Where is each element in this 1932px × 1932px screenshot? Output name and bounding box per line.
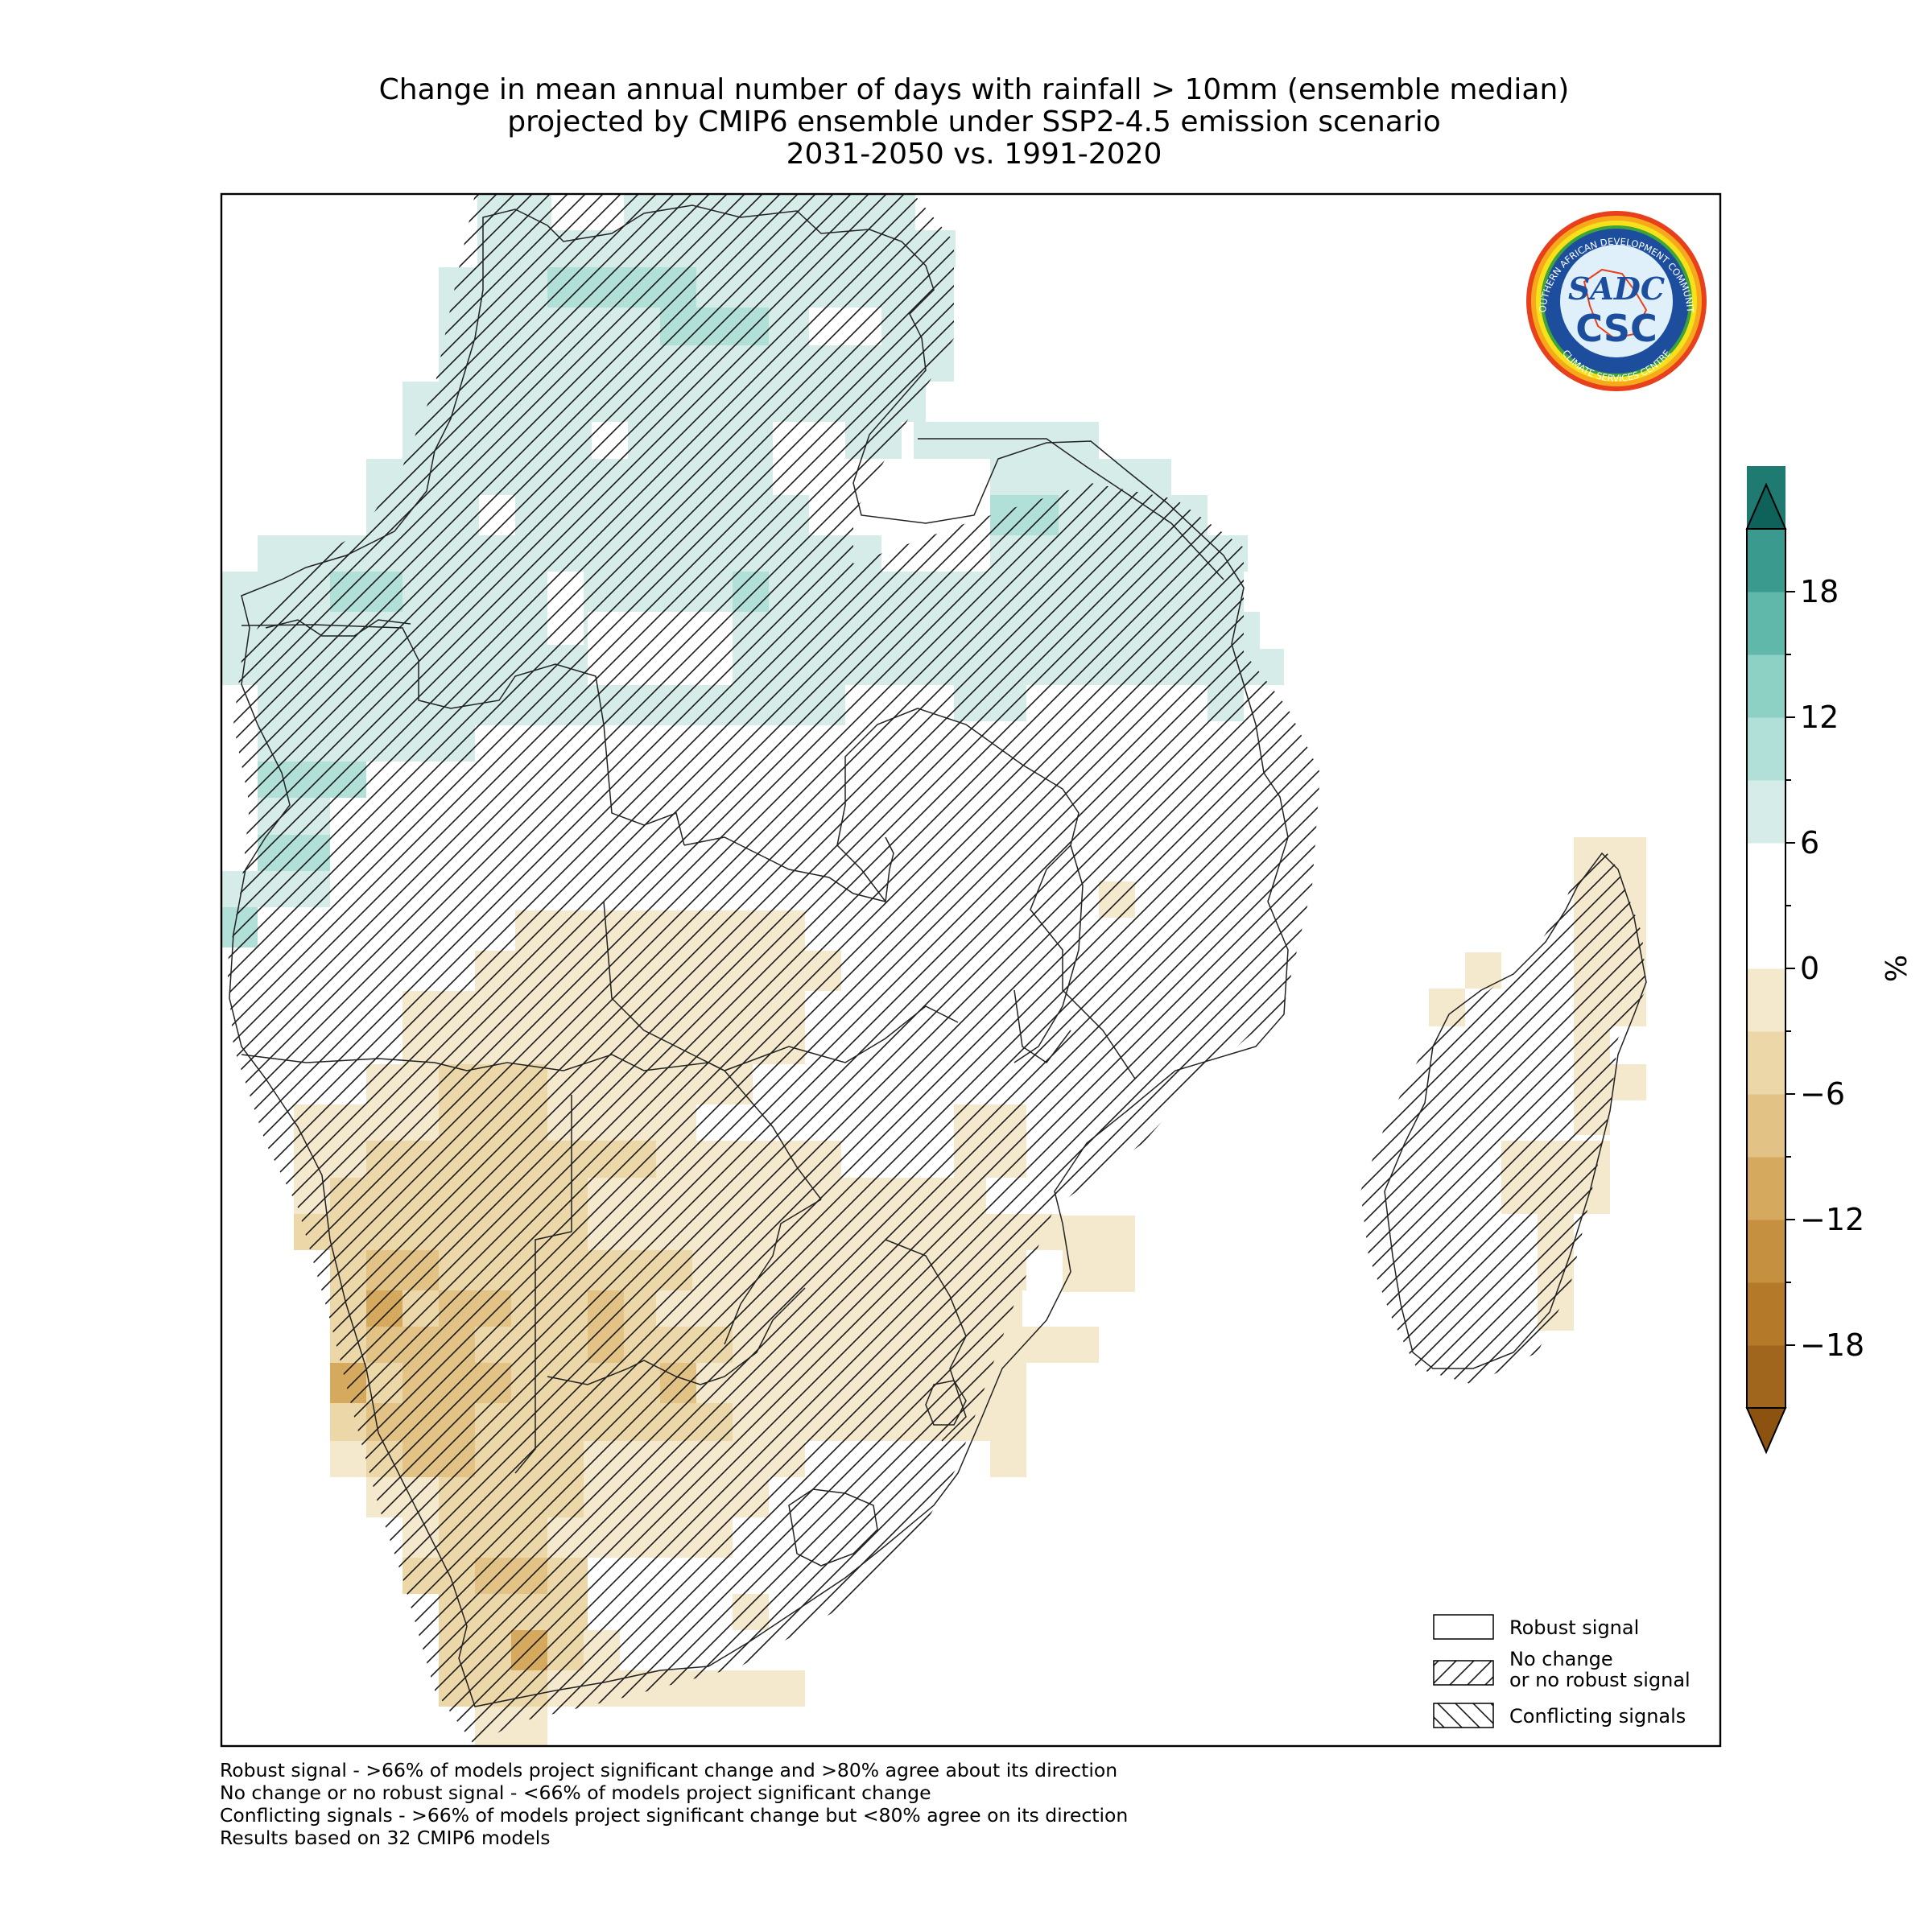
colorbar-ticks: 18 12 6 0 −6 −12 −18: [1785, 574, 1864, 1363]
legend-swatch-conflicting: [1433, 1703, 1494, 1728]
colorbar-band: [1747, 1220, 1785, 1283]
legend-label-no-change-2: or no robust signal: [1509, 1669, 1690, 1691]
border-tanzania: [917, 708, 1136, 1080]
country-borders: [229, 204, 1647, 1707]
footnotes: Robust signal - >66% of models project s…: [220, 1759, 1128, 1849]
madagascar-outline: [1384, 852, 1647, 1369]
colorbar-band: [1747, 780, 1785, 844]
no-robust-signal-hatching: [227, 194, 1320, 1746]
map-frame: [220, 192, 1722, 1748]
border-angola-zambia: [603, 901, 959, 1071]
madagascar-hatching: [1360, 845, 1646, 1385]
border-zimbabwe-mozambique: [885, 1239, 967, 1442]
colorbar: 18 12 6 0 −6 −12 −18 %: [1745, 466, 1913, 1455]
border-drc-east: [836, 708, 919, 903]
colorbar-tick-label: 0: [1800, 951, 1819, 986]
border-tanzania-north: [918, 438, 1224, 580]
footnote-robust: Robust signal - >66% of models project s…: [220, 1759, 1118, 1781]
footnote-conflicting: Conflicting signals - >66% of models pro…: [220, 1804, 1129, 1827]
coastline-mainland: [229, 204, 1289, 1707]
footnote-no-change: No change or no robust signal - <66% of …: [220, 1781, 931, 1804]
colorbar-band: [1747, 1094, 1785, 1158]
colorbar-band: [1747, 843, 1785, 906]
border-malawi: [1013, 844, 1084, 1063]
legend-swatch-no-change: [1433, 1660, 1494, 1686]
logo-mark: SADC: [1568, 270, 1665, 307]
colorbar-tick-label: −12: [1800, 1202, 1864, 1237]
colorbar-band: [1747, 1282, 1785, 1346]
border-south-africa-botswana: [547, 1287, 806, 1385]
title-line-3: 2031-2050 vs. 1991-2020: [786, 138, 1162, 171]
eswatini-outline: [925, 1380, 967, 1426]
colorbar-band: [1747, 529, 1785, 592]
colorbar-band: [1747, 1345, 1785, 1409]
legend-label-robust: Robust signal: [1509, 1616, 1639, 1639]
title-line-2: projected by CMIP6 ensemble under SSP2-4…: [507, 105, 1441, 138]
border-angola-namibia: [241, 1054, 725, 1071]
border-drc-angola: [241, 624, 685, 846]
footnote-models: Results based on 32 CMIP6 models: [220, 1827, 551, 1849]
title-line-1: Change in mean annual number of days wit…: [378, 73, 1570, 106]
colorbar-tick-label: 6: [1800, 825, 1819, 861]
colorbar-band: [1747, 717, 1785, 781]
border-namibia-botswana: [514, 1095, 572, 1474]
colorbar-band: [1747, 592, 1785, 655]
colorbar-band: [1747, 968, 1785, 1032]
border-angola-drc-west: [265, 619, 411, 637]
map-area: [221, 194, 1647, 1746]
legend-swatch-robust: [1433, 1614, 1494, 1640]
border-botswana-zambia: [724, 1070, 822, 1200]
colorbar-band: [1747, 654, 1785, 718]
hatch-legend: Robust signal No change or no robust sig…: [1433, 1614, 1690, 1728]
border-botswana-zimbabwe: [724, 1199, 822, 1345]
colorbar-band: [1747, 906, 1785, 969]
border-drc-zambia: [683, 836, 886, 902]
legend-label-no-change-1: No change: [1509, 1648, 1613, 1670]
colorbar-tick-label: 12: [1800, 700, 1839, 735]
colorbar-band: [1747, 1157, 1785, 1220]
colorbar-unit-label: %: [1880, 955, 1913, 982]
lesotho-outline: [788, 1488, 878, 1567]
chart-title: Change in mean annual number of days wit…: [161, 74, 1787, 171]
colorbar-tick-label: 18: [1800, 574, 1839, 609]
colorbar-bands: [1747, 466, 1785, 1409]
colorbar-under-arrow: [1745, 1407, 1787, 1455]
legend-label-conflicting: Conflicting signals: [1509, 1705, 1686, 1728]
colorbar-tick-label: −18: [1800, 1327, 1864, 1363]
logo-acronym: CSC: [1575, 307, 1657, 350]
colorbar-tick-label: −6: [1800, 1076, 1845, 1112]
colorbar-band: [1747, 1031, 1785, 1095]
border-zambia-malawi: [1013, 989, 1071, 1064]
